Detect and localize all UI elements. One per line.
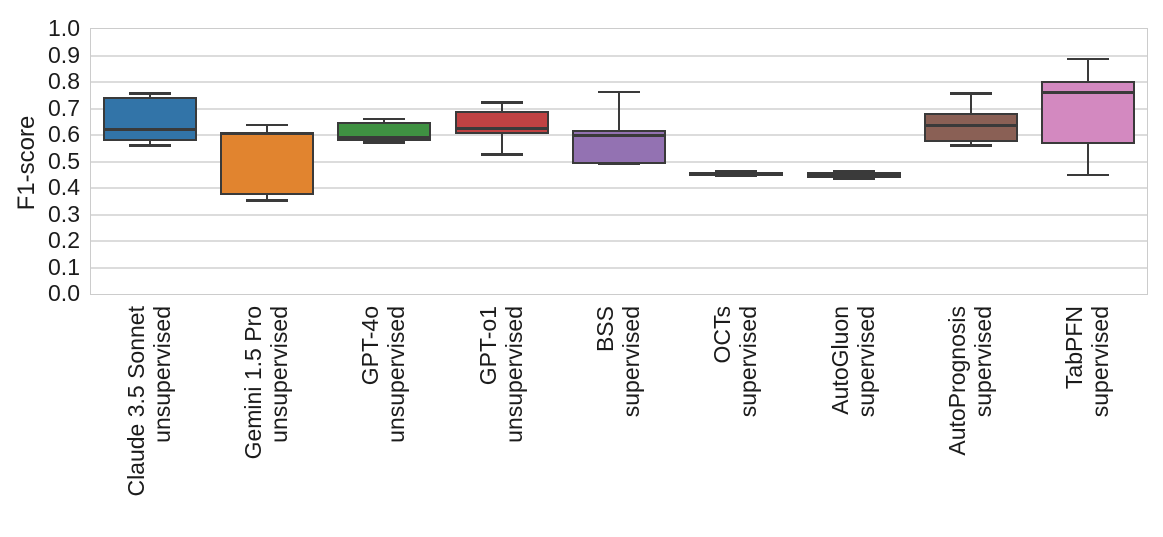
x-tick-model-claude-3-5-sonnet: Claude 3.5 Sonnet <box>122 306 149 497</box>
y-tick-label-0.9: 0.9 <box>48 41 80 68</box>
median-claude-3-5-sonnet <box>102 128 197 132</box>
x-tick-setting-autogluon: supervised <box>852 306 879 418</box>
y-tick-label-0.5: 0.5 <box>48 147 80 174</box>
whisker-cap-high-claude-3-5-sonnet <box>128 92 171 95</box>
whisker-cap-high-gemini-1-5-pro <box>246 123 288 127</box>
y-tick-label-0.3: 0.3 <box>48 200 80 227</box>
y-tick-label-0.4: 0.4 <box>48 174 80 200</box>
x-tick-label-bss: BSS supervised <box>592 306 644 537</box>
x-tick-model-gpt-o1: GPT-o1 <box>474 306 501 386</box>
whisker-cap-low-gemini-1-5-pro <box>246 199 288 202</box>
x-tick-model-gpt-4o: GPT-4o <box>357 306 384 386</box>
y-tick-label-0.8: 0.8 <box>48 68 80 94</box>
x-tick-model-gemini-1-5-pro: Gemini 1.5 Pro <box>240 306 266 460</box>
whisker-cap-high-bss <box>598 90 640 94</box>
x-tick-setting-bss: supervised <box>618 306 644 418</box>
y-tick-label-0.1: 0.1 <box>48 253 80 280</box>
whisker-cap-high-gpt-4o <box>363 117 406 121</box>
median-gpt-o1 <box>454 127 549 131</box>
x-tick-setting-autoprognosis: supervised <box>970 306 996 418</box>
x-tick-label-gpt-4o: GPT-4o unsupervised <box>357 306 409 537</box>
x-tick-setting-claude-3-5-sonnet: unsupervised <box>148 306 175 443</box>
box-claude-3-5-sonnet <box>102 97 197 142</box>
box-gpt-o1 <box>454 110 549 134</box>
x-tick-model-bss: BSS <box>592 306 618 353</box>
whisker-cap-low-bss <box>598 162 640 166</box>
x-tick-label-gpt-o1: GPT-o1 unsupervised <box>475 306 527 537</box>
gridline-0.1 <box>91 266 1147 269</box>
median-octs <box>689 171 784 175</box>
median-gpt-4o <box>337 135 432 139</box>
x-tick-setting-octs: supervised <box>735 306 762 418</box>
x-tick-label-octs: OCTs supervised <box>709 306 761 537</box>
x-tick-label-autoprognosis: AutoPrognosis supervised <box>944 306 996 537</box>
x-tick-setting-gpt-4o: unsupervised <box>383 306 410 443</box>
whisker-cap-low-gpt-o1 <box>480 153 523 156</box>
whisker-cap-low-gpt-4o <box>363 141 406 144</box>
y-tick-label-1.0: 1.0 <box>48 15 80 41</box>
whisker-cap-low-autogluon <box>832 177 875 180</box>
x-tick-model-autogluon: AutoGluon <box>826 306 853 415</box>
whisker-cap-low-tabpfn <box>1067 173 1110 177</box>
x-tick-model-tabpfn: TabPFN <box>1061 306 1088 390</box>
median-bss <box>572 133 666 137</box>
gridline-0.9 <box>91 54 1147 57</box>
x-tick-setting-gemini-1-5-pro: unsupervised <box>266 306 292 443</box>
whisker-cap-high-autoprognosis <box>950 92 992 95</box>
median-autoprognosis <box>924 123 1018 127</box>
y-tick-label-0.2: 0.2 <box>48 227 80 253</box>
median-tabpfn <box>1041 91 1136 95</box>
x-tick-model-autoprognosis: AutoPrognosis <box>944 306 970 456</box>
gridline-0.3 <box>91 213 1147 216</box>
box-gemini-1-5-pro <box>220 131 314 196</box>
x-tick-label-autogluon: AutoGluon supervised <box>827 306 879 537</box>
whisker-cap-high-autogluon <box>832 170 875 173</box>
plot-area <box>90 28 1148 295</box>
y-tick-label-0.7: 0.7 <box>48 94 80 121</box>
whisker-cap-high-tabpfn <box>1067 57 1110 61</box>
gridline-0.8 <box>91 81 1147 83</box>
box-autoprognosis <box>924 112 1018 142</box>
x-tick-label-tabpfn: TabPFN supervised <box>1061 306 1113 537</box>
x-tick-setting-tabpfn: supervised <box>1087 306 1114 418</box>
median-gemini-1-5-pro <box>220 131 314 135</box>
whisker-cap-low-claude-3-5-sonnet <box>128 144 171 147</box>
x-tick-label-claude-3-5-sonnet: Claude 3.5 Sonnet unsupervised <box>123 306 175 537</box>
x-tick-setting-gpt-o1: unsupervised <box>500 306 527 443</box>
gridline-0.4 <box>91 187 1147 189</box>
x-tick-model-octs: OCTs <box>709 306 736 364</box>
y-tick-label-0.6: 0.6 <box>48 121 80 147</box>
whisker-cap-high-gpt-o1 <box>480 101 523 104</box>
whisker-cap-high-octs <box>715 170 758 173</box>
whisker-cap-low-autoprognosis <box>950 144 992 147</box>
gridline-0.2 <box>91 240 1147 242</box>
y-tick-label-0.0: 0.0 <box>48 280 80 306</box>
x-tick-label-gemini-1-5-pro: Gemini 1.5 Pro unsupervised <box>240 306 292 537</box>
median-autogluon <box>806 173 901 177</box>
whisker-bss <box>618 92 620 164</box>
